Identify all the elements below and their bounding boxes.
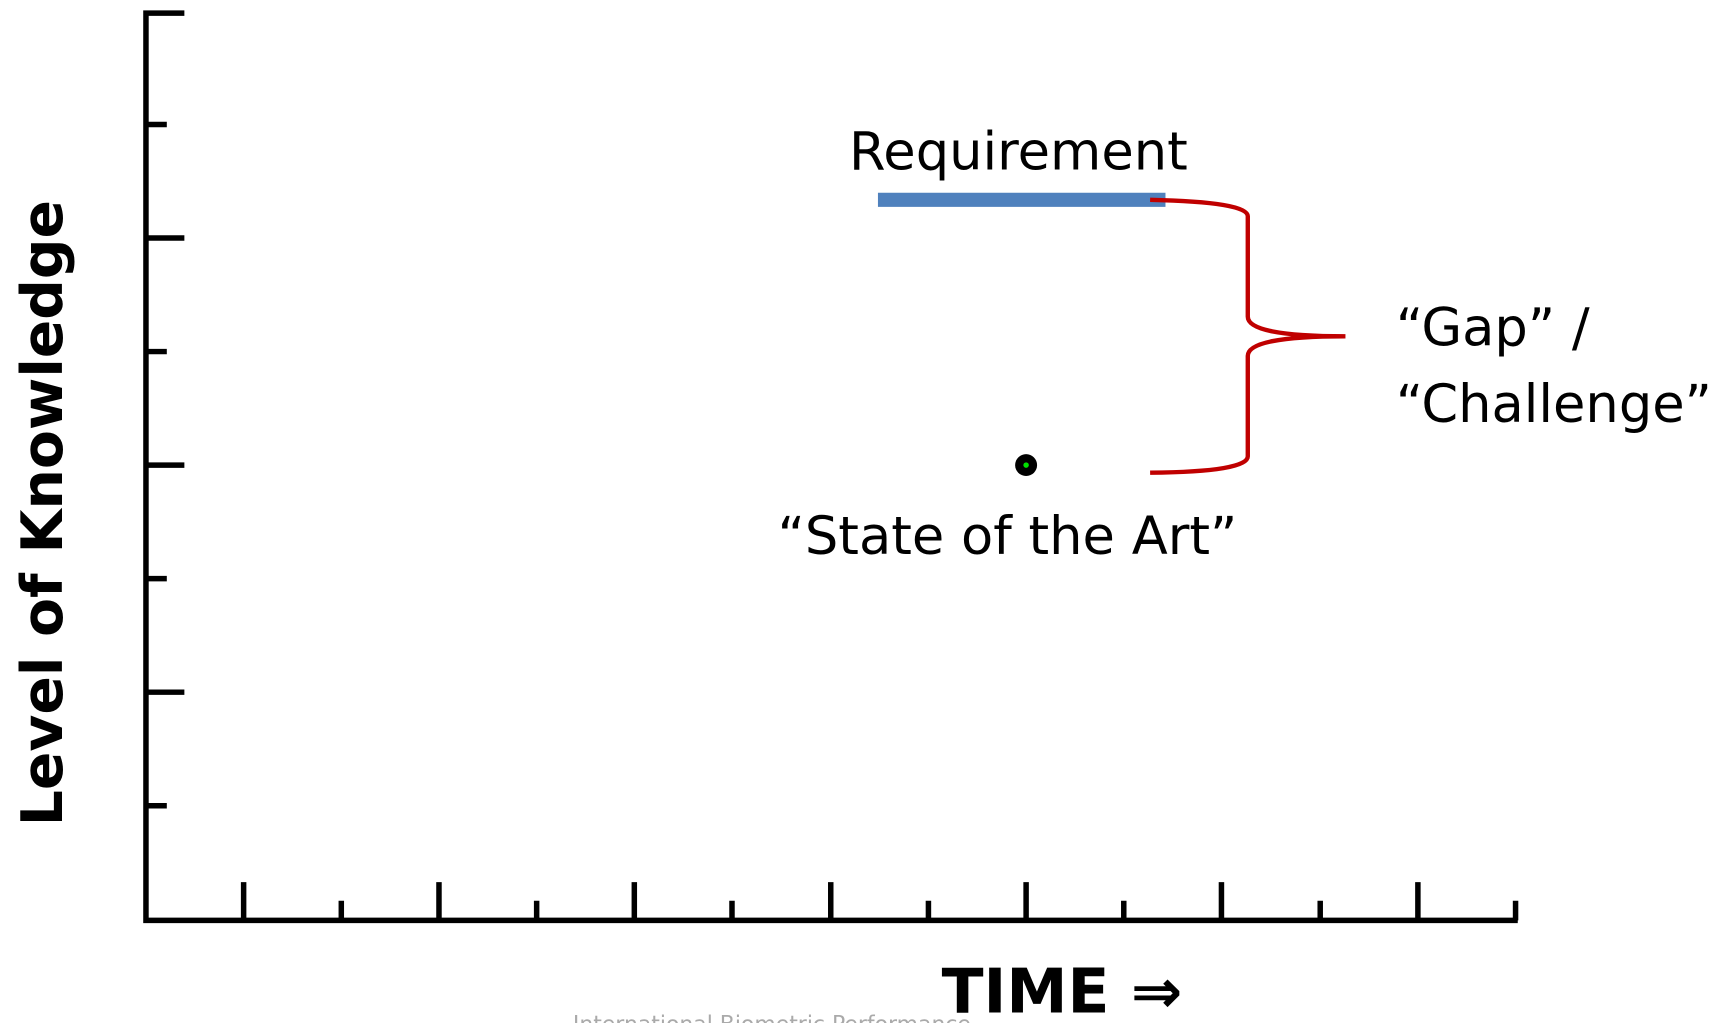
- footer: International Biometric Performance: [573, 1013, 971, 1023]
- y-axis-label: Level of Knowledge: [10, 200, 76, 826]
- x-ticks: [240, 882, 1519, 921]
- axes: [143, 10, 1519, 924]
- axis-lines: [143, 10, 1518, 924]
- requirement-label: Requirement: [849, 122, 1188, 183]
- state-label: “State of the Art”: [778, 506, 1238, 567]
- state-dot-center: [1023, 462, 1029, 468]
- gap-brace: [1150, 197, 1346, 475]
- x-axis-label: TIME ⇒: [942, 956, 1183, 1023]
- y-ticks: [145, 121, 185, 809]
- gap-label: “Gap” /: [1396, 298, 1590, 359]
- challenge-label: “Challenge”: [1396, 374, 1712, 435]
